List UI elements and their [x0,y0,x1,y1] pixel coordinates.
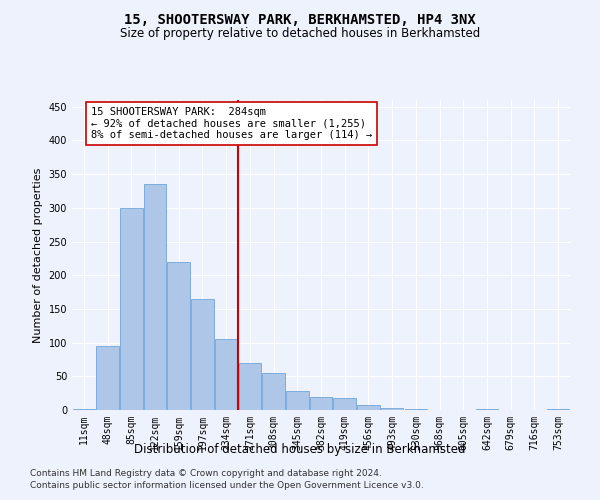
Bar [357,404,380,410]
Text: Size of property relative to detached houses in Berkhamsted: Size of property relative to detached ho… [120,28,480,40]
Bar [120,208,143,410]
Bar [334,398,356,410]
Bar [144,184,166,410]
Bar [97,346,119,410]
Y-axis label: Number of detached properties: Number of detached properties [33,168,43,342]
Bar [191,299,214,410]
Bar [167,262,190,410]
Bar [239,363,261,410]
Bar [73,408,95,410]
Text: Contains HM Land Registry data © Crown copyright and database right 2024.: Contains HM Land Registry data © Crown c… [30,468,382,477]
Text: Contains public sector information licensed under the Open Government Licence v3: Contains public sector information licen… [30,481,424,490]
Text: 15 SHOOTERSWAY PARK:  284sqm
← 92% of detached houses are smaller (1,255)
8% of : 15 SHOOTERSWAY PARK: 284sqm ← 92% of det… [91,106,372,140]
Bar [286,391,308,410]
Text: 15, SHOOTERSWAY PARK, BERKHAMSTED, HP4 3NX: 15, SHOOTERSWAY PARK, BERKHAMSTED, HP4 3… [124,12,476,26]
Bar [381,408,403,410]
Text: Distribution of detached houses by size in Berkhamsted: Distribution of detached houses by size … [134,444,466,456]
Bar [215,339,238,410]
Bar [262,373,285,410]
Bar [310,396,332,410]
